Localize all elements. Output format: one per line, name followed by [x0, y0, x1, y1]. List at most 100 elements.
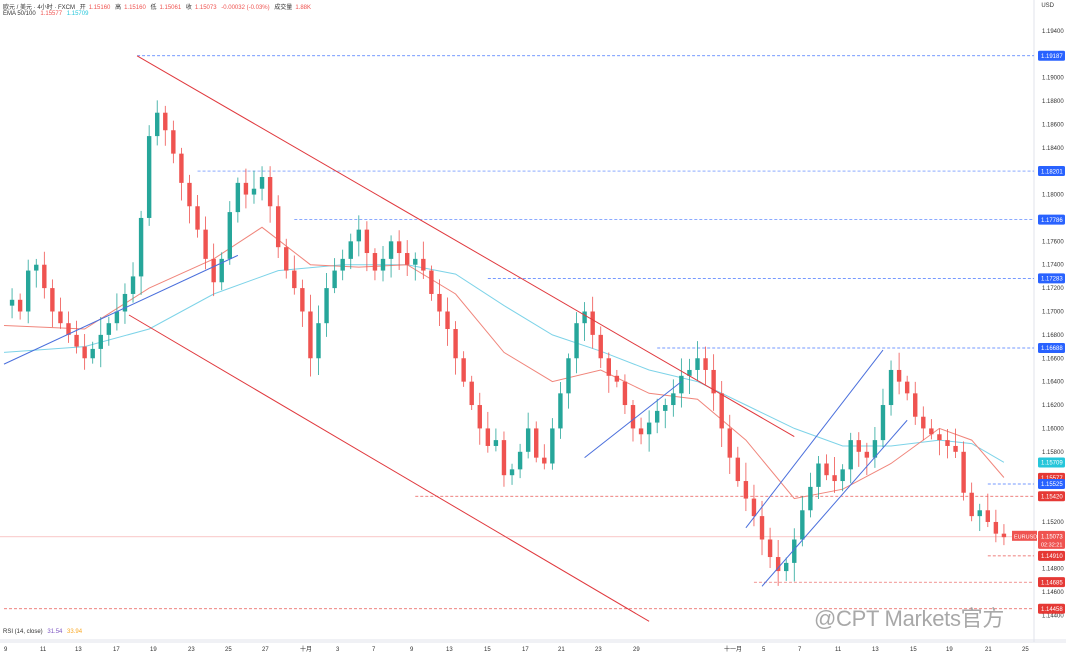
trend-line-blue: [761, 419, 908, 587]
candle-body: [138, 217, 144, 277]
ohlc-close-key: 收: [185, 5, 192, 11]
y-tick-label: 1.18400: [1042, 146, 1064, 152]
candle-body: [437, 293, 442, 312]
candle-body: [90, 348, 95, 359]
candle-body: [388, 241, 394, 259]
candle-body: [727, 428, 732, 458]
candle-body: [525, 428, 531, 452]
price-label-text: 1.19187: [1041, 54, 1063, 60]
ohlc-close: 1.15073: [194, 5, 217, 11]
currency-label: USD: [1041, 3, 1054, 9]
candle-body: [179, 153, 184, 183]
ohlc-high: 1.15160: [124, 5, 146, 11]
change-value: -0.00032 (-0.03%): [221, 5, 270, 11]
x-tick-label: 13: [446, 647, 453, 653]
candle-body: [195, 206, 200, 230]
candle-body: [50, 288, 55, 312]
y-tick-label: 1.14800: [1042, 567, 1064, 573]
y-tick-label: 1.15200: [1042, 520, 1064, 526]
candle-body: [300, 288, 305, 312]
ohlc-high-key: 高: [115, 5, 122, 11]
x-tick-label: 21: [558, 647, 565, 653]
candle-body: [840, 469, 845, 482]
current-price-box: [1038, 530, 1065, 549]
candle-body: [251, 188, 257, 195]
candle-body: [235, 182, 241, 213]
candle-body: [267, 177, 273, 207]
candle-body: [880, 405, 886, 441]
price-label-box: [1038, 478, 1065, 489]
candle-body: [646, 422, 652, 435]
candle-body: [275, 206, 281, 248]
candle-body: [9, 299, 15, 306]
candle-body: [509, 469, 515, 476]
candle-body: [558, 393, 563, 429]
candle-body: [163, 112, 168, 131]
candle-body: [864, 451, 870, 458]
symbol-tag-box: [1012, 530, 1037, 541]
candle-body: [921, 416, 926, 429]
ema50-value: 1.15577: [40, 11, 63, 17]
candle-body: [663, 405, 668, 411]
x-tick-label: 9: [4, 647, 8, 653]
candle-body: [461, 358, 466, 382]
price-label-box: [1038, 577, 1065, 588]
candle-body: [856, 440, 861, 452]
candle-body: [364, 229, 370, 254]
price-label-text: 1.15420: [1041, 494, 1063, 500]
candle-body: [719, 393, 724, 429]
y-tick-label: 1.18800: [1042, 99, 1064, 105]
ohlc-low-key: 低: [150, 5, 157, 11]
price-label-text: 1.14910: [1041, 554, 1063, 560]
price-label-box: [1038, 273, 1065, 284]
x-tick-label: 十月: [300, 645, 312, 653]
candle-body: [340, 258, 345, 271]
candle-body: [993, 521, 999, 534]
y-tick-label: 1.16000: [1042, 426, 1064, 432]
candle-body: [308, 311, 313, 359]
candle-body: [679, 375, 684, 394]
candle-body: [784, 562, 789, 572]
candle-body: [74, 334, 79, 347]
candle-body: [34, 264, 39, 271]
candle-body: [606, 358, 611, 376]
x-tick-label: 7: [372, 647, 376, 653]
x-tick-label: 11: [40, 647, 47, 653]
candle-body: [767, 539, 773, 558]
price-label-box: [1038, 214, 1065, 225]
candle-body: [671, 393, 676, 406]
candle-body: [130, 276, 136, 294]
x-tick-label: 15: [484, 647, 491, 653]
candle-body: [735, 457, 741, 482]
candle-body: [42, 264, 47, 289]
candle-body: [477, 405, 482, 429]
y-tick-label: 1.17400: [1042, 263, 1064, 269]
y-tick-label: 1.19000: [1042, 76, 1064, 82]
candle-body: [638, 428, 644, 435]
x-tick-label: 23: [188, 647, 195, 653]
candle-body: [550, 428, 555, 464]
candle-body: [703, 358, 708, 370]
volume-value: 1.88K: [295, 5, 311, 11]
y-tick-label: 1.19400: [1042, 29, 1064, 35]
price-label-text: 1.18201: [1041, 169, 1063, 175]
candle-body: [171, 130, 176, 154]
y-tick-label: 1.14400: [1042, 614, 1064, 620]
candle-body: [493, 440, 499, 446]
candle-body: [574, 323, 579, 359]
time-axis: 9 11 13 17 19 23 25 27 十月 3 7 9 13 15 17 21 23 29 十一月 5 7 11 1…: [4, 645, 1029, 653]
x-tick-label: 13: [75, 647, 82, 653]
watermark: @CPT Markets官方: [814, 606, 1005, 631]
trend-lines: [3, 55, 908, 622]
price-label-text: 1.15709: [1041, 461, 1063, 467]
x-tick-label: 15: [910, 647, 917, 653]
symbol-line: 欧元 / 美元 · 4小时 · FXCM: [3, 5, 76, 11]
candle-body: [284, 247, 289, 271]
candle-body: [904, 381, 910, 394]
candle-body: [977, 510, 982, 517]
price-label-text: 1.16688: [1041, 346, 1063, 352]
candle-body: [590, 311, 595, 335]
candle-body: [751, 498, 757, 517]
